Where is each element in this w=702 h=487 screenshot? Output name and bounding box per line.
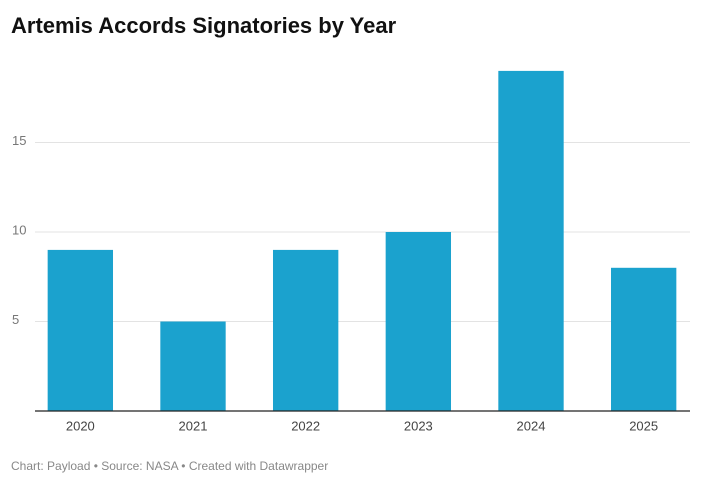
y-tick-label: 15: [12, 133, 26, 148]
bar: [160, 321, 226, 411]
bar: [272, 249, 339, 411]
bar: [498, 70, 564, 412]
x-tick-label: 2024: [517, 418, 546, 433]
y-tick-label: 10: [12, 222, 26, 237]
x-tick-label: 2025: [629, 418, 658, 433]
footer: Chart: Payload • Source: NASA • Created …: [11, 459, 328, 473]
x-tick-label: 2022: [291, 418, 320, 433]
y-tick-label: 5: [12, 312, 19, 327]
x-tick-label: 2020: [66, 418, 95, 433]
chart-title: Artemis Accords Signatories by Year: [11, 13, 397, 38]
x-tick-label: 2021: [179, 418, 208, 433]
x-tick-label: 2023: [404, 418, 433, 433]
bar: [385, 232, 452, 411]
bar: [610, 267, 677, 411]
bar: [47, 249, 114, 411]
